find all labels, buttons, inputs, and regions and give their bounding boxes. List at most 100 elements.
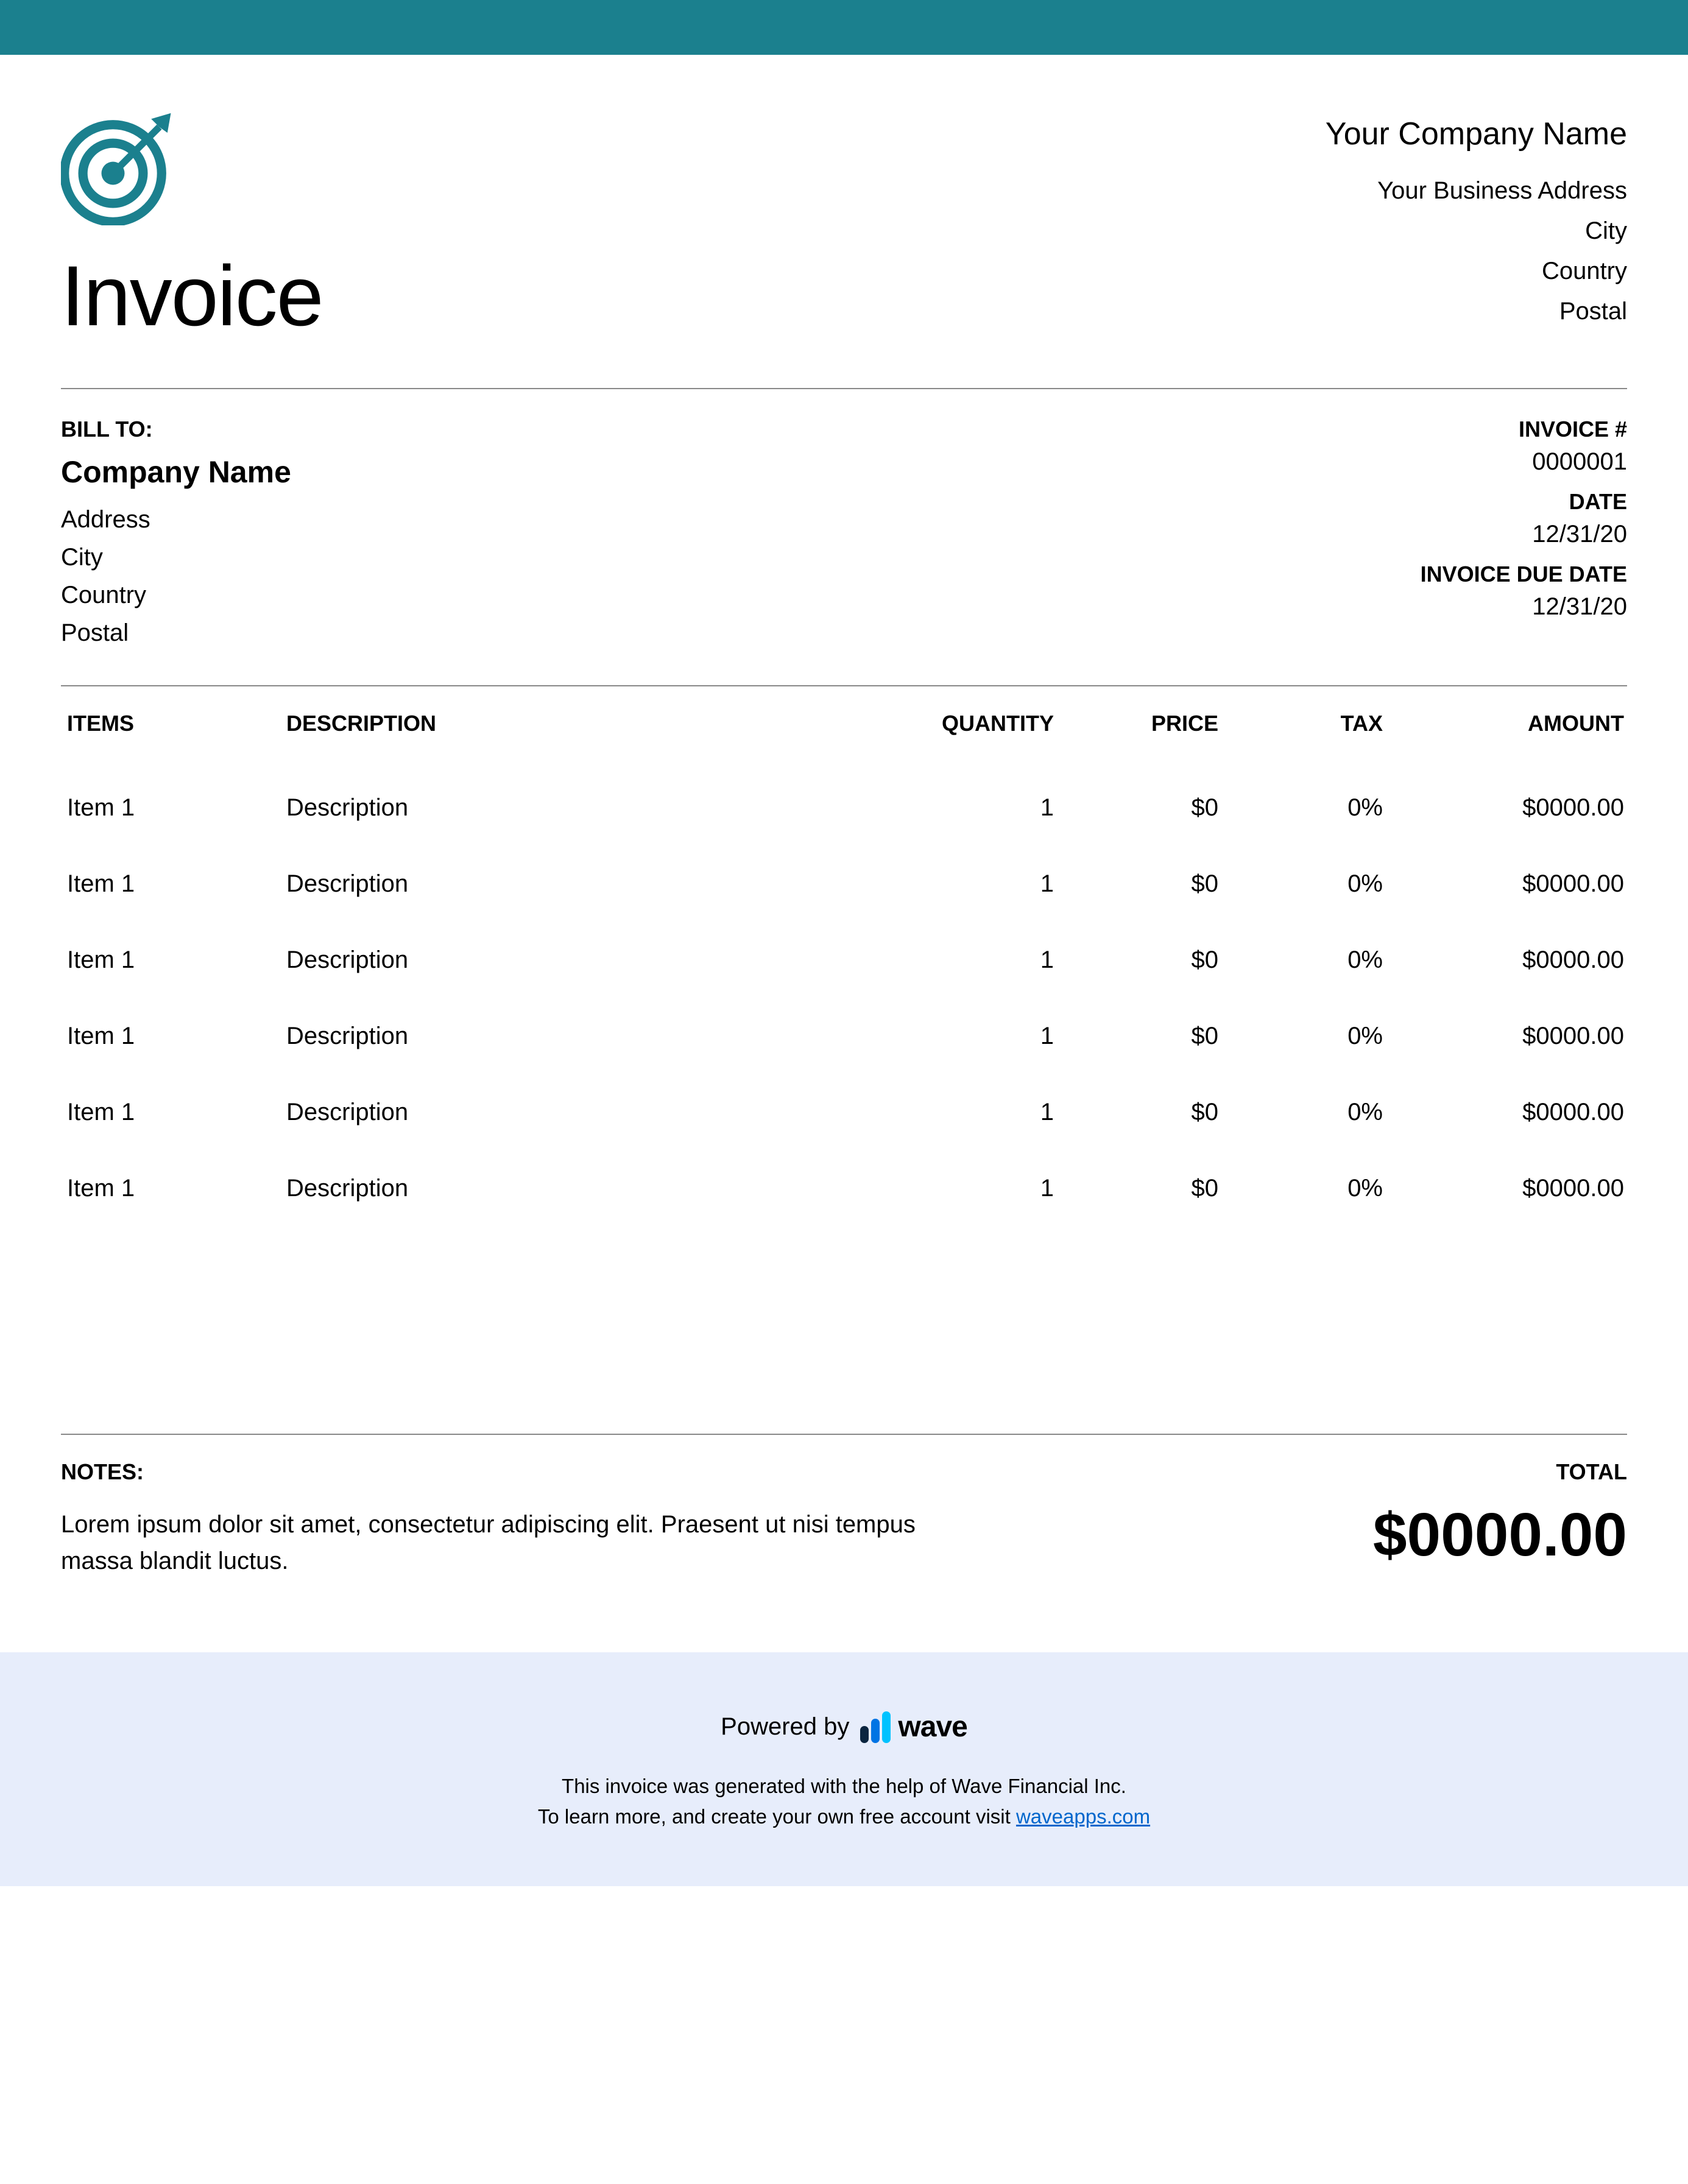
th-tax: TAX <box>1218 711 1383 736</box>
bill-to-address-line: Address <box>61 501 291 538</box>
cell-quantity: 1 <box>859 870 1054 898</box>
cell-tax: 0% <box>1218 1099 1383 1126</box>
company-name: Your Company Name <box>1326 116 1627 152</box>
cell-amount: $0000.00 <box>1383 1175 1627 1202</box>
cell-quantity: 1 <box>859 1099 1054 1126</box>
cell-tax: 0% <box>1218 1023 1383 1050</box>
cell-description: Description <box>286 1175 859 1202</box>
th-description: DESCRIPTION <box>286 711 859 736</box>
cell-description: Description <box>286 870 859 898</box>
bill-to-block: BILL TO: Company Name Address City Count… <box>61 417 291 652</box>
totals-section: NOTES: Lorem ipsum dolor sit amet, conse… <box>61 1435 1627 1652</box>
th-price: PRICE <box>1054 711 1218 736</box>
table-row: Item 1Description1$00%$0000.00 <box>61 1074 1627 1150</box>
target-logo-icon <box>61 110 323 247</box>
top-bar <box>0 0 1688 55</box>
company-postal: Postal <box>1326 291 1627 331</box>
bill-to-address: Address City Country Postal <box>61 501 291 652</box>
invoice-date-label: DATE <box>1421 489 1627 515</box>
company-address-line: Your Business Address <box>1326 171 1627 211</box>
footer: Powered by wave This invoice was generat… <box>0 1652 1688 1886</box>
notes-text: Lorem ipsum dolor sit amet, consectetur … <box>61 1506 975 1579</box>
cell-item: Item 1 <box>61 1099 286 1126</box>
cell-amount: $0000.00 <box>1383 1099 1627 1126</box>
company-country: Country <box>1326 251 1627 291</box>
notes-label: NOTES: <box>61 1459 975 1485</box>
total-amount: $0000.00 <box>1373 1500 1627 1570</box>
cell-quantity: 1 <box>859 1023 1054 1050</box>
bill-to-city: City <box>61 538 291 576</box>
wave-bars-icon <box>860 1711 891 1743</box>
cell-amount: $0000.00 <box>1383 794 1627 822</box>
spacer <box>61 1227 1627 1434</box>
bill-to-company: Company Name <box>61 454 291 490</box>
cell-quantity: 1 <box>859 946 1054 974</box>
waveapps-link[interactable]: waveapps.com <box>1016 1805 1150 1828</box>
cell-description: Description <box>286 1023 859 1050</box>
cell-description: Description <box>286 794 859 822</box>
cell-price: $0 <box>1054 870 1218 898</box>
cell-price: $0 <box>1054 946 1218 974</box>
cell-item: Item 1 <box>61 1023 286 1050</box>
cell-price: $0 <box>1054 1099 1218 1126</box>
cell-item: Item 1 <box>61 1175 286 1202</box>
bill-to-postal: Postal <box>61 614 291 652</box>
powered-by-line: Powered by wave <box>61 1710 1627 1744</box>
meta-section: BILL TO: Company Name Address City Count… <box>61 389 1627 685</box>
cell-tax: 0% <box>1218 1175 1383 1202</box>
line-items-table: ITEMS DESCRIPTION QUANTITY PRICE TAX AMO… <box>61 686 1627 1227</box>
cell-price: $0 <box>1054 1023 1218 1050</box>
cell-tax: 0% <box>1218 946 1383 974</box>
cell-description: Description <box>286 946 859 974</box>
table-row: Item 1Description1$00%$0000.00 <box>61 1150 1627 1227</box>
invoice-number: 0000001 <box>1421 448 1627 476</box>
invoice-title: Invoice <box>61 247 323 345</box>
cell-price: $0 <box>1054 794 1218 822</box>
cell-price: $0 <box>1054 1175 1218 1202</box>
cell-item: Item 1 <box>61 870 286 898</box>
invoice-number-label: INVOICE # <box>1421 417 1627 442</box>
cell-amount: $0000.00 <box>1383 870 1627 898</box>
bill-to-label: BILL TO: <box>61 417 291 442</box>
footer-line1: This invoice was generated with the help… <box>61 1771 1627 1802</box>
total-label: TOTAL <box>1373 1459 1627 1485</box>
powered-by-text: Powered by <box>721 1713 849 1741</box>
invoice-meta-block: INVOICE # 0000001 DATE 12/31/20 INVOICE … <box>1421 417 1627 652</box>
cell-item: Item 1 <box>61 794 286 822</box>
table-body: Item 1Description1$00%$0000.00Item 1Desc… <box>61 770 1627 1227</box>
cell-tax: 0% <box>1218 870 1383 898</box>
th-items: ITEMS <box>61 711 286 736</box>
table-header-row: ITEMS DESCRIPTION QUANTITY PRICE TAX AMO… <box>61 711 1627 770</box>
footer-text: This invoice was generated with the help… <box>61 1771 1627 1831</box>
invoice-page: Invoice Your Company Name Your Business … <box>0 55 1688 1652</box>
cell-quantity: 1 <box>859 1175 1054 1202</box>
wave-brand-text: wave <box>898 1710 967 1744</box>
cell-description: Description <box>286 1099 859 1126</box>
cell-amount: $0000.00 <box>1383 1023 1627 1050</box>
cell-item: Item 1 <box>61 946 286 974</box>
cell-amount: $0000.00 <box>1383 946 1627 974</box>
wave-logo: wave <box>860 1710 967 1744</box>
bill-to-country: Country <box>61 576 291 614</box>
company-address: Your Business Address City Country Posta… <box>1326 171 1627 331</box>
target-icon <box>61 110 177 225</box>
th-quantity: QUANTITY <box>859 711 1054 736</box>
table-row: Item 1Description1$00%$0000.00 <box>61 922 1627 998</box>
cell-quantity: 1 <box>859 794 1054 822</box>
footer-line2-prefix: To learn more, and create your own free … <box>538 1805 1016 1828</box>
table-row: Item 1Description1$00%$0000.00 <box>61 846 1627 922</box>
total-block: TOTAL $0000.00 <box>1373 1459 1627 1579</box>
invoice-due-date: 12/31/20 <box>1421 593 1627 621</box>
th-amount: AMOUNT <box>1383 711 1627 736</box>
header-section: Invoice Your Company Name Your Business … <box>61 110 1627 345</box>
company-info: Your Company Name Your Business Address … <box>1326 116 1627 331</box>
cell-tax: 0% <box>1218 794 1383 822</box>
invoice-date: 12/31/20 <box>1421 521 1627 548</box>
invoice-due-label: INVOICE DUE DATE <box>1421 562 1627 587</box>
table-row: Item 1Description1$00%$0000.00 <box>61 998 1627 1074</box>
footer-line2: To learn more, and create your own free … <box>61 1802 1627 1832</box>
table-row: Item 1Description1$00%$0000.00 <box>61 770 1627 846</box>
company-city: City <box>1326 211 1627 251</box>
logo-title-block: Invoice <box>61 110 323 345</box>
notes-block: NOTES: Lorem ipsum dolor sit amet, conse… <box>61 1459 975 1579</box>
